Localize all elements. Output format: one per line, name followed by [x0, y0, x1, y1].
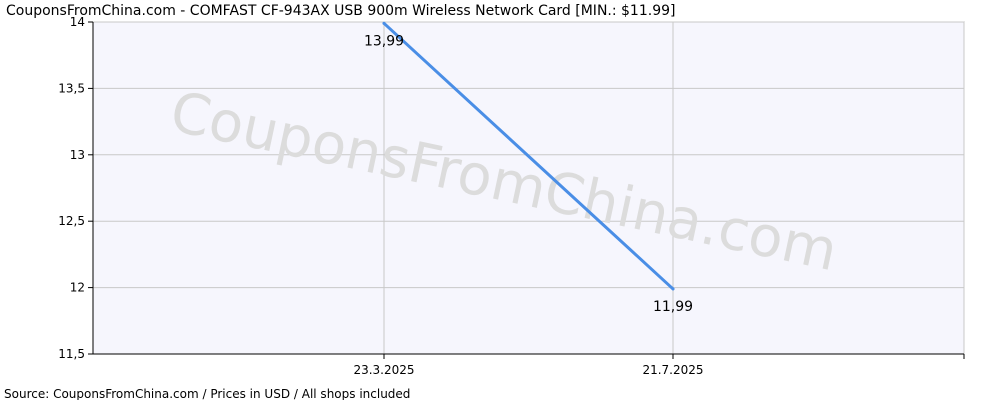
y-tick-label: 13,5: [58, 81, 85, 95]
y-tick-label: 12,5: [58, 214, 85, 228]
data-labels: 13,99 11,99: [364, 33, 693, 315]
x-tick-label: 23.3.2025: [353, 363, 414, 377]
y-axis-ticks: 11,5 12 12,5 13 13,5 14: [58, 15, 93, 361]
y-tick-label: 12: [70, 281, 85, 295]
data-label: 11,99: [653, 299, 693, 315]
series-layer: [382, 21, 675, 291]
y-tick-label: 13: [70, 148, 85, 162]
chart-title: CouponsFromChina.com - COMFAST CF-943AX …: [6, 3, 675, 19]
x-axis-ticks: 23.3.2025 21.7.2025: [353, 354, 965, 377]
source-footer: Source: CouponsFromChina.com / Prices in…: [4, 387, 410, 400]
y-tick-label: 14: [70, 15, 85, 29]
plot-area: [92, 21, 965, 355]
price-line: [382, 21, 675, 291]
data-label: 13,99: [364, 33, 404, 49]
data-point: [671, 287, 675, 291]
y-tick-label: 11,5: [58, 347, 85, 361]
data-point: [382, 21, 386, 25]
x-tick-label: 21.7.2025: [642, 363, 703, 377]
